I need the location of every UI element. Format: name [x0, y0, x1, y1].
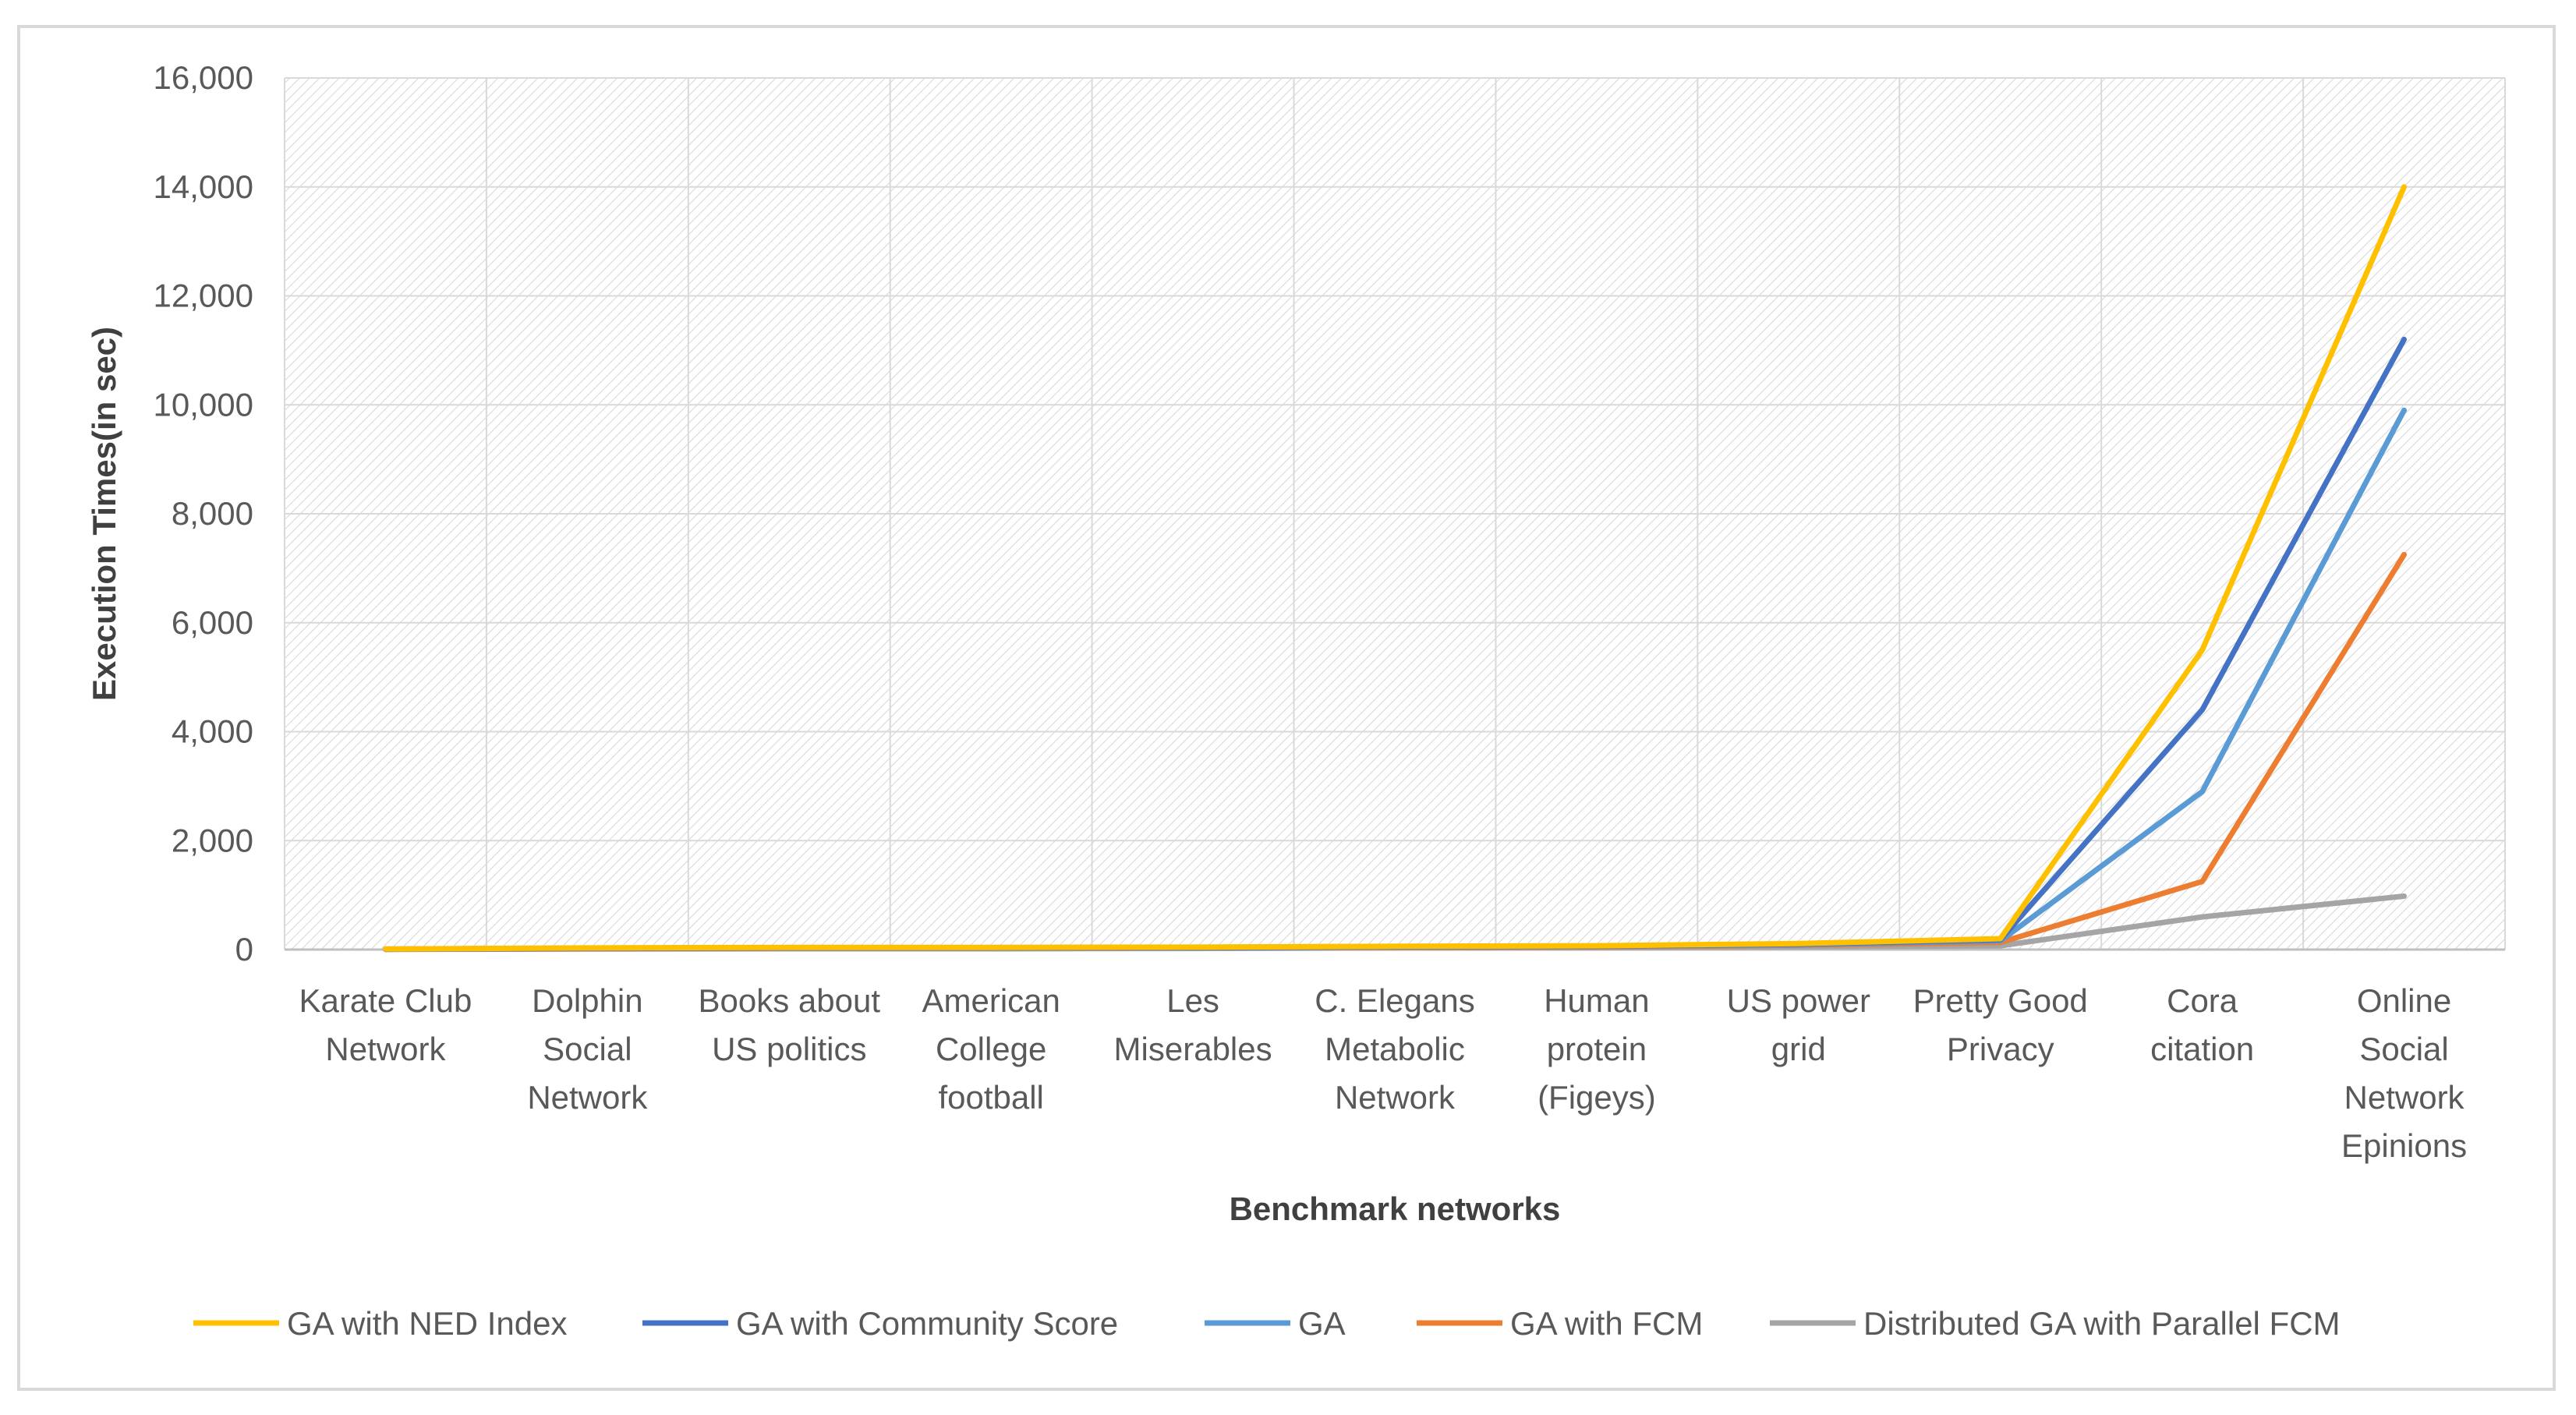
- series-line-0: [383, 184, 2407, 952]
- x-tick-label: Dolphin Social Network: [527, 982, 648, 1116]
- x-tick-label: Online Social Network Epinions: [2341, 982, 2467, 1164]
- y-tick-label: 4,000: [172, 713, 253, 750]
- y-tick-label: 0: [235, 931, 253, 968]
- x-tick-label: Cora citation: [2150, 982, 2254, 1067]
- x-tick-label: US power grid: [1727, 982, 1870, 1067]
- y-tick-label: 10,000: [154, 386, 253, 423]
- y-tick-label: 14,000: [154, 168, 253, 205]
- y-axis-title: Execution Times(in sec): [86, 327, 122, 701]
- x-axis-title: Benchmark networks: [1230, 1190, 1561, 1227]
- y-tick-label: 2,000: [172, 822, 253, 858]
- x-tick-label: Karate Club Network: [299, 982, 472, 1067]
- y-tick-label: 16,000: [154, 59, 253, 96]
- x-tick-label: Les Miserables: [1114, 982, 1272, 1067]
- horizontal-gridlines: [285, 77, 2505, 951]
- y-tick-label: 12,000: [154, 278, 253, 314]
- legend-label: Distributed GA with Parallel FCM: [1863, 1305, 2341, 1342]
- y-axis-tick-labels: 0 2,000 4,000 6,000 8,000 10,000 12,000 14,000 1…: [154, 59, 253, 968]
- series-lines: [383, 184, 2407, 953]
- x-tick-label: C. Elegans Metabolic Network: [1315, 982, 1474, 1116]
- x-tick-label: American College football: [922, 982, 1060, 1116]
- x-tick-label: Pretty Good Privacy: [1913, 982, 2088, 1067]
- x-axis-tick-labels: Karate Club Network Dolphin Social Network Bo…: [299, 982, 2468, 1164]
- legend-label: GA with Community Score: [736, 1305, 1118, 1342]
- legend-label: GA with NED Index: [287, 1305, 567, 1342]
- legend-label: GA: [1298, 1305, 1346, 1342]
- legend-label: GA with FCM: [1510, 1305, 1703, 1342]
- y-tick-label: 6,000: [172, 604, 253, 641]
- x-tick-label: Books about US politics: [699, 982, 881, 1067]
- legend: GA with NED Index GA with Community Score…: [193, 1305, 2341, 1342]
- x-tick-label: Human protein (Figeys): [1537, 982, 1656, 1116]
- y-tick-label: 8,000: [172, 495, 253, 532]
